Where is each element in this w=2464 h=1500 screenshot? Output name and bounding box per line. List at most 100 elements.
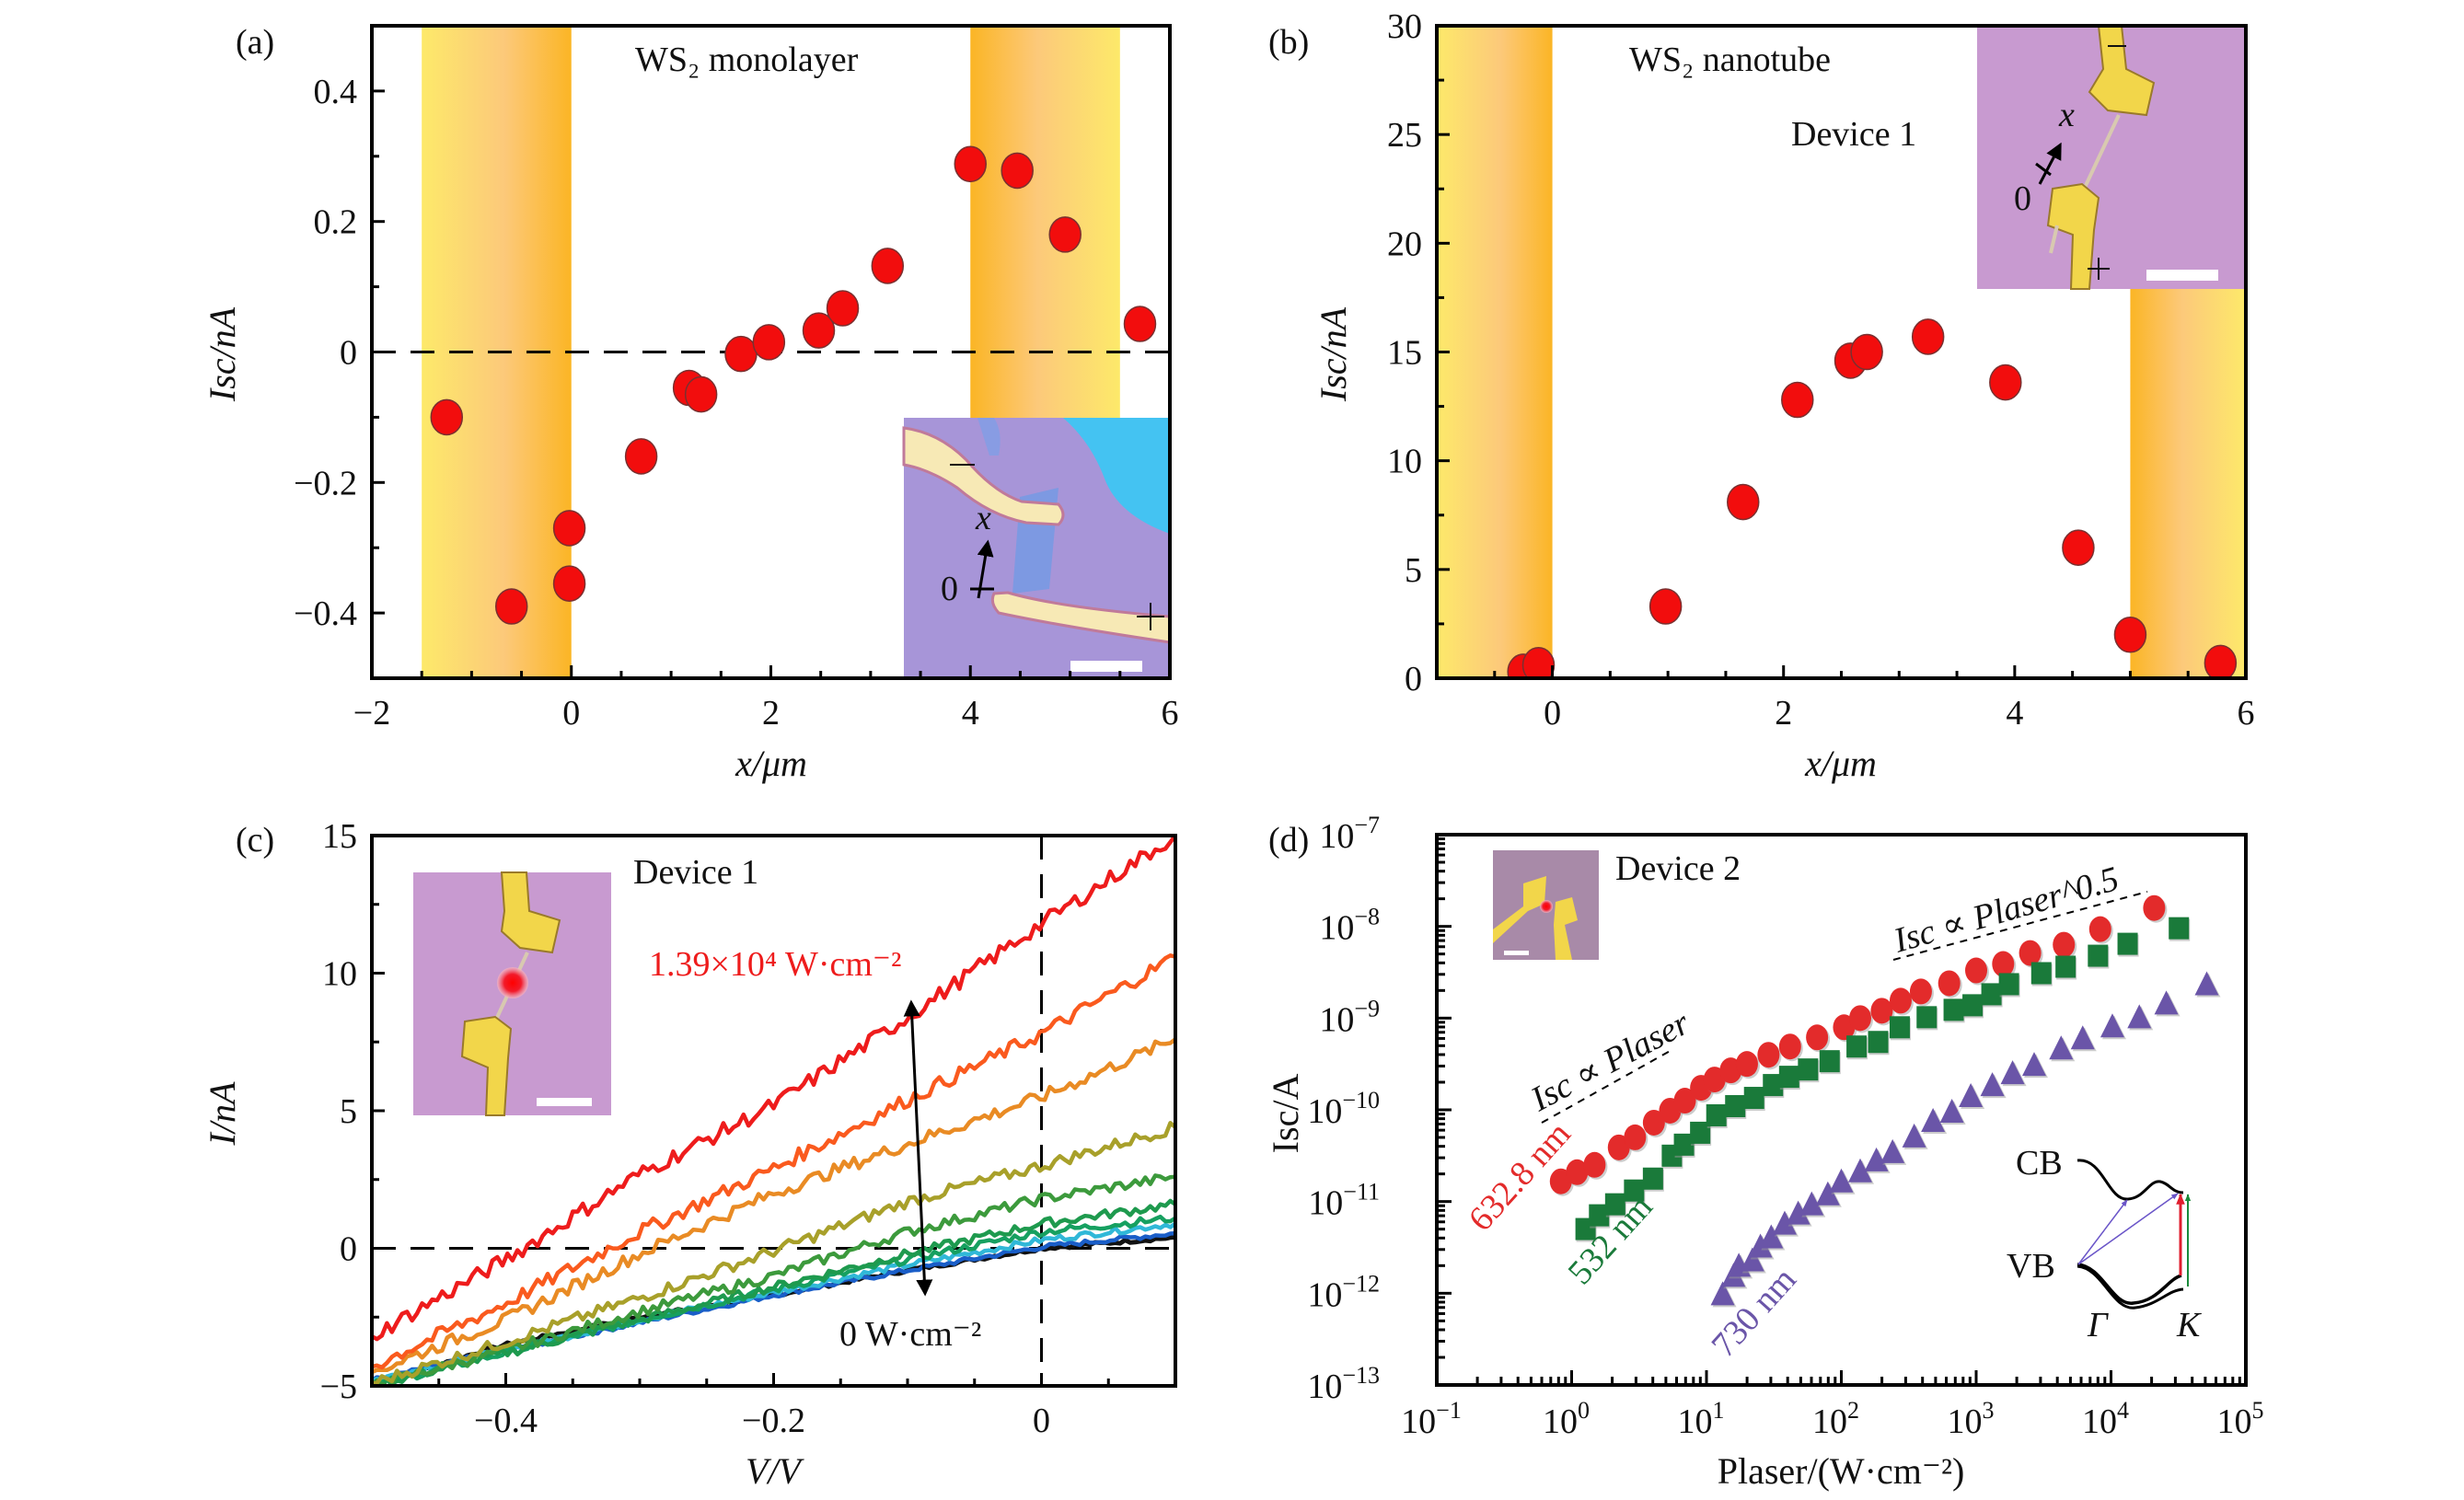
device-label: Device 2 [1615,849,1741,888]
data-point [1850,333,1883,371]
legend-730nm: 730 nm [1704,1260,1803,1365]
data-point-632nm [1965,957,1987,984]
iv-curve [372,1037,1175,1375]
data-point-632nm [1757,1042,1780,1068]
inset-photo-monolayer: 0 x [902,418,1172,678]
data-point-632nm [1889,987,1912,1014]
title-monolayer: WS₂ monolayer [635,40,859,79]
x-tick-label: −0.4 [474,1402,538,1440]
electrode-region [1437,26,1553,678]
y-tick-label: 30 [1387,7,1422,46]
data-point-532nm [1889,1016,1910,1039]
data-point [430,398,464,436]
device-label: Device 1 [1791,115,1916,154]
x-axis-label: x/μm [735,743,807,784]
y-tick-label: 10−11 [1308,1179,1380,1223]
data-point-730nm [2194,971,2219,996]
data-point-532nm [1868,1031,1889,1054]
data-point-730nm [2070,1025,2095,1050]
data-point-730nm [1829,1168,1854,1193]
y-tick-label: 20 [1387,225,1422,263]
data-point [1048,216,1082,253]
panel-label-d: (d) [1268,821,1309,860]
y-tick-exponent: −9 [1354,995,1380,1021]
axis-ticks: −0.4 −0.2 0 −5 0 5 10 15 [320,817,1110,1440]
indirect-transition-arrow [2077,1199,2128,1265]
data-point-632nm [1909,978,1932,1005]
y-axis-label: Isc/nA [202,306,243,402]
axis-ticks: −2 0 2 4 6 −0.4 −0.2 0 0.2 0.4 [294,73,1178,733]
scale-bar [537,1098,592,1106]
y-tick-label: 0 [340,1230,357,1269]
y-tick-exponent: −13 [1342,1362,1380,1389]
axis-ticks: 10−1 100 101 102 103 104 10510−1310−1210−1110−… [1307,812,2263,1441]
x-tick-label: 2 [762,694,780,733]
inset-photo-device1 [413,871,611,1116]
data-point-532nm [1690,1121,1711,1144]
data-point [724,335,758,373]
data-point-532nm [2117,932,2138,955]
data-point-532nm [1981,983,2002,1006]
cb-label: CB [2016,1144,2063,1183]
data-point-632nm [1607,1134,1630,1160]
data-point-532nm [1763,1074,1784,1097]
axis-ticks: 0 2 4 6 0 5 10 15 20 25 30 [1387,7,2255,733]
y-tick-label: −5 [320,1367,357,1406]
data-point-730nm [1815,1181,1840,1206]
k-label: K [2176,1306,2202,1344]
data-point-632nm [1870,998,1893,1024]
data-point-632nm [1938,970,1961,997]
data-point [684,375,718,413]
x-tick-label: 2 [1775,694,1792,733]
data-point-730nm [2021,1052,2046,1077]
data-point-532nm [1916,1006,1938,1029]
sqrt-fit-line [1892,891,2148,961]
iv-curve [372,1198,1175,1386]
panel-label-b: (b) [1268,23,1309,62]
x-tick-label: −0.2 [742,1402,805,1440]
panel-d: (d) Device 2 Isc ∝ Plaser Isc ∝ Plaser^0… [1265,812,2264,1492]
y-tick-exponent: −10 [1342,1087,1380,1113]
data-point-532nm [1642,1167,1663,1190]
data-point-532nm [1673,1133,1695,1156]
data-point-632nm [1778,1033,1801,1060]
x-axis-label: x/μm [1804,743,1877,784]
data-point-632nm [2143,894,2166,921]
valence-band-lower [2076,1264,2184,1310]
data-point-730nm [1786,1200,1810,1225]
y-tick-label: 5 [340,1092,357,1131]
x-tick-exponent: 5 [2252,1397,2264,1424]
y-axis-label: I/nA [202,1081,243,1146]
data-point-730nm [1799,1191,1824,1216]
inset-axis-label: x [2058,96,2075,134]
x-tick-label: 6 [1162,694,1179,733]
title-nanotube: WS₂ nanotube [1629,40,1831,79]
data-point-730nm [1864,1147,1889,1171]
x-tick-label: 10−1 [1401,1397,1462,1441]
data-point-532nm [1846,1035,1868,1058]
scale-bar [1070,661,1142,672]
data-point [871,248,905,284]
data-point-730nm [2154,990,2179,1015]
data-point [2113,616,2147,653]
y-tick-label: 10−10 [1307,1087,1380,1131]
data-point [1911,318,1945,355]
max-power-label: 1.39×10⁴ W·cm⁻² [649,945,901,984]
data-point [1727,483,1760,521]
data-point [2062,529,2095,566]
iv-curve [372,953,1175,1370]
x-tick-label: 4 [2006,694,2023,733]
panel-label-c: (c) [236,821,274,860]
x-tick-exponent: 2 [1847,1397,1859,1424]
gamma-label: Γ [2087,1306,2109,1344]
x-tick-label: 4 [962,694,979,733]
data-point-730nm [2049,1035,2074,1060]
data-point [1123,306,1157,342]
data-point-532nm [1604,1193,1625,1216]
data-point-730nm [2127,1004,2152,1029]
data-point [2204,644,2238,678]
data-point-532nm [1725,1095,1746,1118]
y-tick-label: 10−13 [1307,1362,1380,1406]
data-point-532nm [1589,1204,1610,1227]
data-points [1507,318,2238,678]
